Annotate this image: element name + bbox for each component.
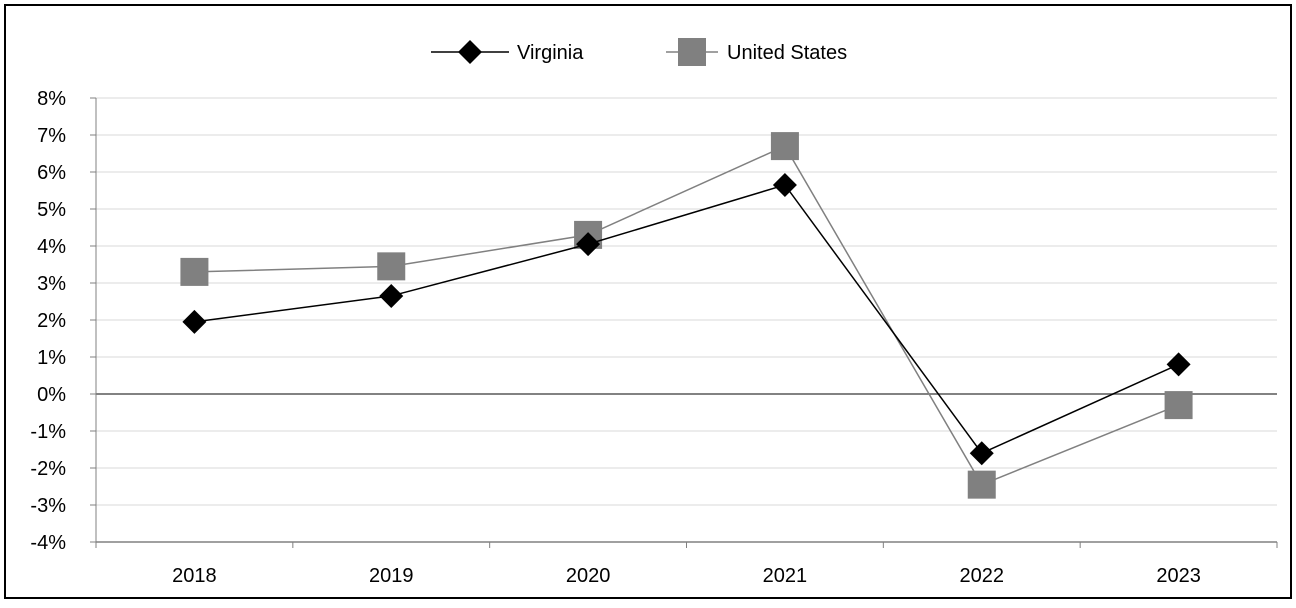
series-line [194, 184, 1179, 455]
data-point-diamond [969, 441, 994, 466]
data-point-square [1164, 391, 1193, 420]
data-point-square [770, 132, 799, 161]
y-tick-label: -4% [30, 532, 66, 554]
y-tick-label: 7% [37, 125, 66, 147]
x-tick-label: 2019 [369, 565, 414, 587]
y-tick-label: 6% [37, 162, 66, 184]
data-point-diamond [772, 172, 797, 197]
axes: 8% 7% 6% 5% 4% 3% 2% 1% 0% -1% -2% -3% -4% 2018 2019 20… [30, 88, 1278, 587]
x-tick-label: 2023 [1156, 565, 1201, 587]
y-tick-label: 0% [37, 384, 66, 406]
x-tick-label: 2018 [172, 565, 217, 587]
series-line [194, 145, 1179, 486]
y-tick-label: 3% [37, 273, 66, 295]
legend-label: United States [727, 42, 847, 64]
data-point-diamond [182, 309, 207, 334]
legend-label: Virginia [517, 42, 584, 64]
x-tick-label: 2020 [566, 565, 611, 587]
y-tick-label: 8% [37, 88, 66, 110]
y-tick-label: -3% [30, 495, 66, 517]
data-point-square [180, 257, 209, 286]
series-virginia [182, 172, 1191, 466]
y-tick-label: -2% [30, 458, 66, 480]
y-tick-label: 4% [37, 236, 66, 258]
y-tick-label: 2% [37, 310, 66, 332]
legend-marker-diamond [458, 40, 482, 64]
legend-marker-square [678, 38, 706, 66]
data-point-square [967, 470, 996, 499]
data-point-square [377, 252, 406, 281]
x-tick-label: 2022 [960, 565, 1005, 587]
legend-item-virginia: Virginia [431, 40, 584, 64]
legend-item-united-states: United States [666, 38, 847, 66]
data-point-diamond [576, 232, 601, 257]
y-tick-label: -1% [30, 421, 66, 443]
data-point-diamond [1166, 352, 1191, 377]
series-group [180, 132, 1193, 499]
data-point-diamond [379, 283, 404, 308]
x-tick-label: 2021 [763, 565, 808, 587]
y-tick-label: 1% [37, 347, 66, 369]
chart-border [4, 4, 1292, 599]
legend: Virginia United States [431, 38, 847, 66]
y-tick-label: 5% [37, 199, 66, 221]
